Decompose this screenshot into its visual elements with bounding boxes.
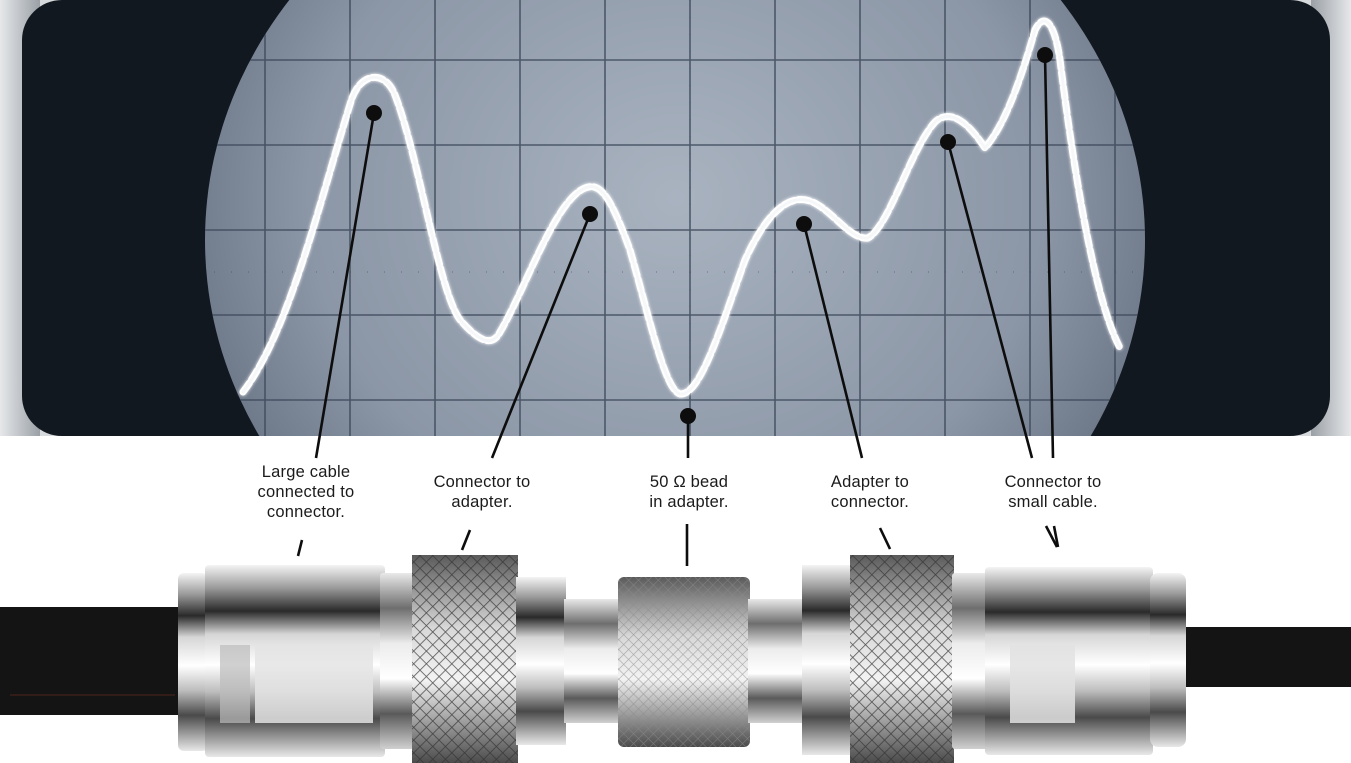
left-collar (380, 573, 414, 749)
leader-connector-to-small-cable-b (1043, 54, 1055, 459)
callout-adapter-to-connector: Adapter to connector. (830, 473, 910, 511)
marker-connector-to-adapter (582, 206, 598, 222)
marker-large-cable (366, 105, 382, 121)
leader-adapter-to-connector-lower (878, 527, 892, 550)
adapter-shoulder-right (802, 565, 852, 755)
leader-connector-to-adapter-lower (460, 529, 472, 551)
callout-connector-to-small-cable: Connector to small cable. (1004, 473, 1102, 511)
adapter-shoulder-left (516, 577, 566, 745)
right-end-cap (1150, 573, 1186, 747)
oscilloscope-display (0, 0, 1351, 436)
crt-face (205, 0, 1145, 436)
leader-connector-to-small-cable-lower-b (1052, 525, 1060, 548)
leader-large-cable-lower (296, 539, 304, 557)
leader-connector-to-small-cable-lower-a (1044, 525, 1059, 548)
oscilloscope-screen (0, 0, 1351, 436)
large-cable (0, 607, 185, 715)
callout-bead: 50 Ω bead in adapter. (649, 473, 729, 511)
connector-assembly (0, 555, 1351, 763)
adapter-neck-right (748, 599, 804, 723)
small-cable (1180, 627, 1351, 687)
marker-bead (680, 408, 696, 424)
leader-connector-to-adapter-upper (490, 213, 592, 459)
left-end-cap (178, 573, 208, 751)
callout-large-cable: Large cable connected to connector. (257, 463, 355, 521)
right-collar (952, 573, 988, 749)
leader-adapter-to-connector-upper (802, 223, 864, 459)
marker-adapter-to-connector (796, 216, 812, 232)
leader-connector-to-small-cable-a (946, 141, 1034, 459)
leader-large-cable-upper (314, 112, 376, 459)
marker-connector-to-small-cable-a (940, 134, 956, 150)
marker-connector-to-small-cable-b (1037, 47, 1053, 63)
adapter-neck-left (564, 599, 620, 723)
waveform-trace-core (241, 19, 1122, 396)
callout-connector-to-adapter: Connector to adapter. (433, 473, 531, 511)
